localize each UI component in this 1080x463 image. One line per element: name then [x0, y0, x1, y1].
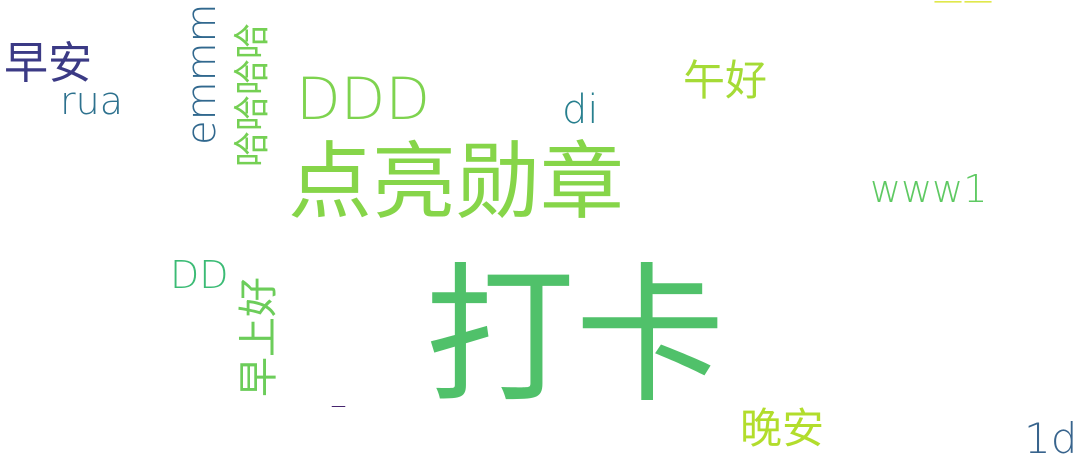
- word-www1: www1: [870, 167, 988, 211]
- word-wanan: 晚安: [740, 404, 825, 453]
- word-dangka: 打卡: [425, 250, 726, 424]
- word-1d: 1d: [1024, 414, 1078, 463]
- word-ddd: DDD: [296, 65, 430, 133]
- word-dd: DD: [170, 253, 229, 297]
- word-rua: rua: [60, 79, 123, 123]
- word-zaoan: 早安: [4, 38, 92, 89]
- word-emmm: emmm: [179, 3, 225, 145]
- word-di: di: [562, 87, 599, 133]
- word-zaoshang: 早上好: [236, 277, 282, 397]
- word-underscore: _: [332, 378, 345, 408]
- word-dianliang: 点亮勋章: [288, 133, 625, 231]
- word-wuhao: 午好: [683, 56, 768, 105]
- word-dash-long: ——: [933, 0, 993, 18]
- word-hahaha: 哈哈哈哈: [232, 23, 273, 168]
